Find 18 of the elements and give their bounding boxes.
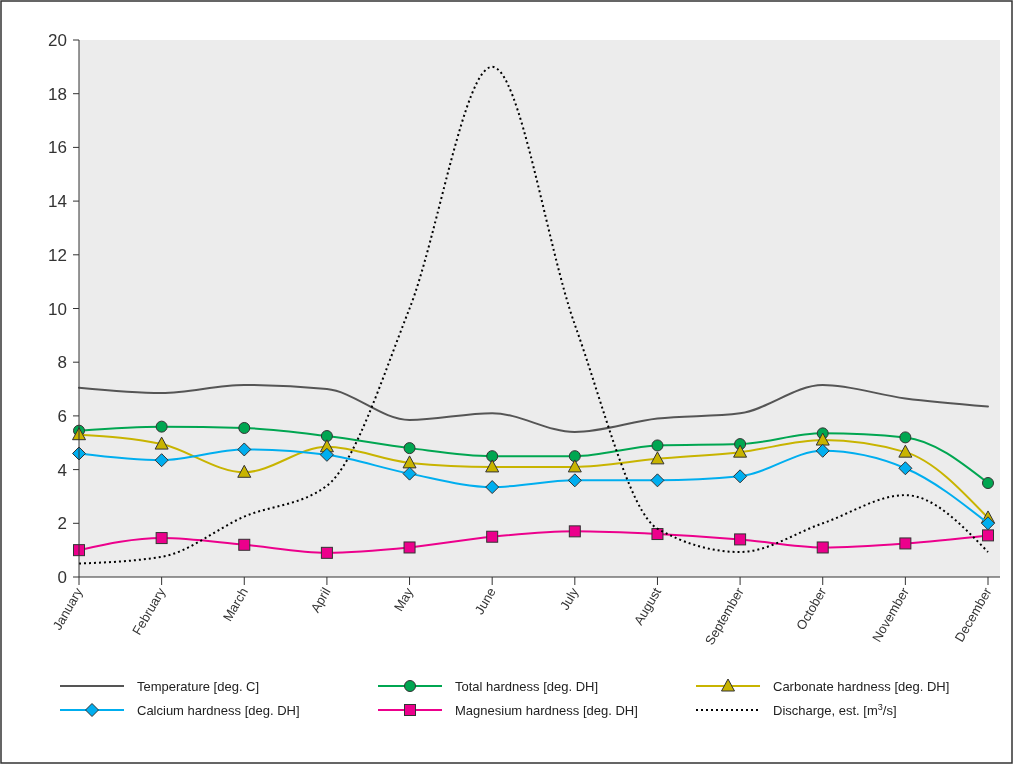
legend-label: Discharge, est. [m$^{3}$/s]	[773, 702, 897, 718]
y-tick-label: 6	[57, 406, 67, 426]
y-tick-label: 18	[48, 84, 67, 104]
legend-label: Magnesium hardness [deg. DH]	[455, 703, 638, 718]
y-tick-label: 20	[48, 31, 67, 50]
legend-label: Carbonate hardness [deg. DH]	[773, 679, 950, 694]
y-tick-label: 10	[48, 299, 67, 319]
legend-label: Temperature [deg. C]	[137, 679, 260, 694]
y-tick-label: 4	[57, 460, 67, 480]
legend-label: Total hardness [deg. DH]	[455, 679, 599, 694]
x-tick-label: July	[556, 584, 582, 613]
y-tick-label: 2	[57, 514, 67, 534]
legend-label: Calcium hardness [deg. DH]	[137, 703, 300, 718]
y-tick-label: 8	[57, 353, 67, 373]
y-tick-label: 0	[57, 568, 67, 587]
y-tick-label: 16	[48, 138, 67, 158]
y-tick-label: 14	[48, 192, 67, 212]
y-tick-label: 12	[48, 245, 67, 265]
